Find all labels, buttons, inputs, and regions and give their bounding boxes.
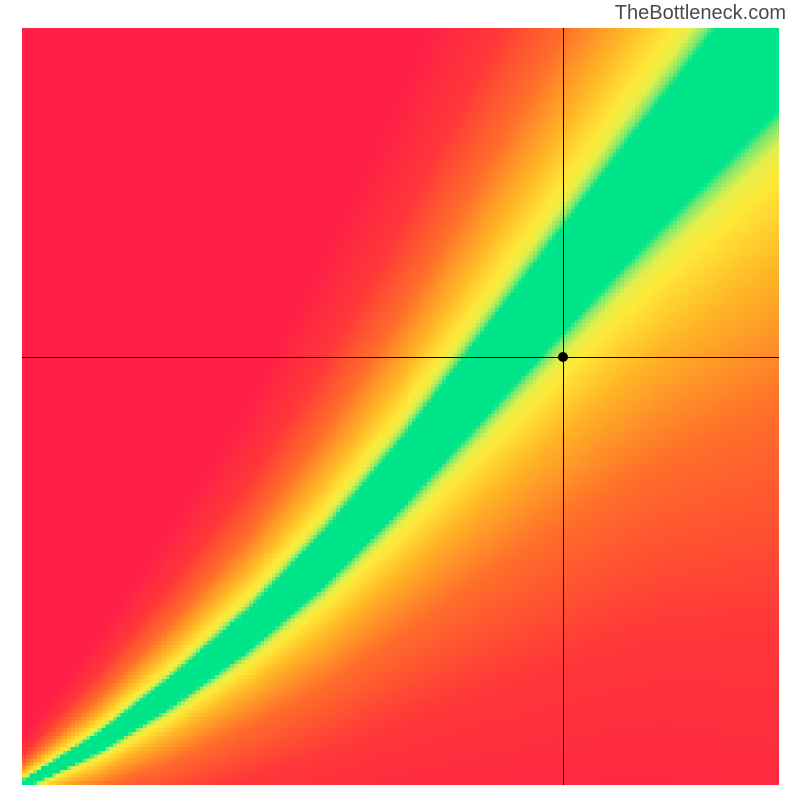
bottleneck-heatmap bbox=[22, 28, 779, 785]
watermark-text: TheBottleneck.com bbox=[615, 2, 786, 25]
crosshair-vertical bbox=[563, 28, 564, 785]
crosshair-horizontal bbox=[22, 357, 779, 358]
chart-container: TheBottleneck.com bbox=[0, 0, 800, 800]
